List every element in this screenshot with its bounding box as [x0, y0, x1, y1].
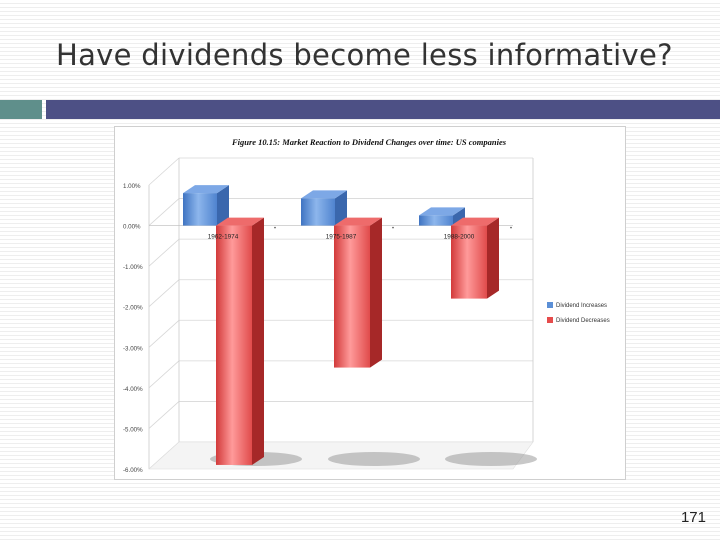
bar-decrease-2-top [451, 217, 499, 226]
y-tick-label: 0.00% [123, 224, 141, 231]
bar-increase-0 [183, 185, 229, 226]
dividend-chart: 1.00% 0.00% -1.00% -2.00% -3.00% -4.00% -5.00%… [123, 137, 610, 474]
y-tick-label: -3.00% [123, 345, 143, 352]
bar-increase-2-side [453, 207, 465, 226]
bar-increase-0-side [217, 185, 229, 226]
y-tick-label: -5.00% [123, 426, 143, 433]
legend-swatch-1 [547, 317, 553, 323]
y-tick-label: -2.00% [123, 305, 143, 312]
gridline-side [148, 319, 180, 348]
chart-frame: 1.00% 0.00% -1.00% -2.00% -3.00% -4.00% -5.00%… [114, 126, 626, 480]
tick-dot [392, 226, 394, 229]
gridline-side [148, 279, 180, 308]
bar-decrease-2-front [451, 225, 487, 299]
accent-bar-right [46, 100, 720, 119]
tick-dot [510, 226, 512, 229]
tick-dot [274, 226, 276, 229]
gridline-side [148, 360, 180, 389]
gridline-side [148, 401, 180, 429]
slide-title: Have dividends become less informative? [56, 38, 673, 72]
gridline-side [148, 198, 180, 226]
bar-increase-1-side [335, 190, 347, 226]
bar-shadow [445, 452, 537, 466]
y-tick-label: -1.00% [123, 264, 143, 271]
x-category-label: 1988-2000 [444, 234, 475, 241]
gridline-side [148, 238, 180, 267]
legend-swatch-0 [547, 302, 553, 308]
y-tick-label: -6.00% [123, 467, 143, 474]
bar-increase-2 [419, 207, 465, 226]
bar-decrease-0-front [216, 225, 252, 465]
bar-decrease-0 [216, 217, 264, 465]
bar-increase-1-front [301, 198, 335, 226]
bar-increase-0-top [183, 185, 229, 194]
x-category-label: 1975-1987 [326, 234, 357, 241]
bar-increase-1 [301, 190, 347, 226]
bar-decrease-2 [451, 217, 499, 299]
legend-label-1: Dividend Decreases [556, 318, 610, 324]
y-tick-label: 1.00% [123, 183, 141, 190]
bar-decrease-1-top [334, 217, 382, 226]
accent-bar-left [0, 100, 42, 119]
bar-increase-0-front [183, 193, 217, 226]
bar-decrease-0-top [216, 217, 264, 226]
page-number: 171 [680, 509, 706, 526]
bar-decrease-1-front [334, 225, 370, 368]
bar-decrease-1 [334, 217, 382, 368]
bar-increase-2-front [419, 215, 453, 226]
bar-increase-2-top [419, 207, 465, 216]
bar-decrease-2-side [487, 217, 499, 299]
legend-label-0: Dividend Increases [556, 303, 607, 309]
bar-increase-1-top [301, 190, 347, 199]
chart-title: Figure 10.15: Market Reaction to Dividen… [231, 137, 507, 147]
bar-decrease-0-side [252, 217, 264, 465]
x-category-label: 1962-1974 [208, 234, 239, 241]
y-tick-label: -4.00% [123, 386, 143, 393]
gridline-side [148, 157, 180, 186]
bar-decrease-1-side [370, 217, 382, 368]
bar-shadow [328, 452, 420, 466]
